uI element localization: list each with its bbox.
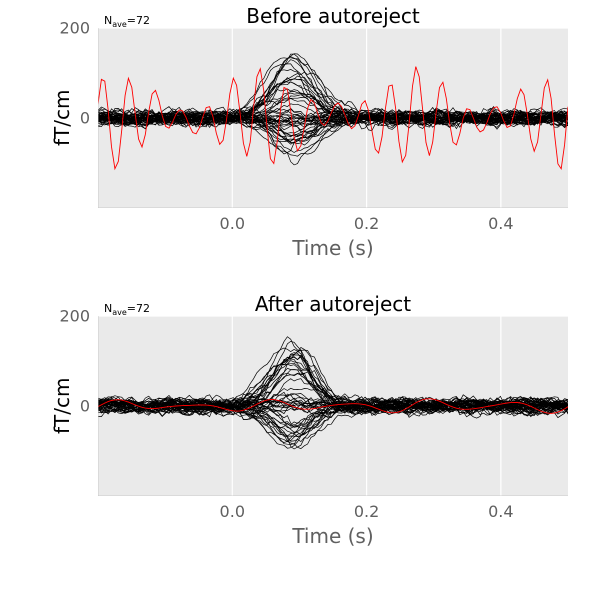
nave-annotation: Nave=72 — [104, 302, 150, 317]
x-tick-label: 0.0 — [220, 214, 245, 233]
x-axis-label: Time (s) — [98, 236, 568, 260]
plot-area — [98, 316, 568, 496]
plot-svg — [98, 28, 568, 208]
plot-svg — [98, 316, 568, 496]
y-tick-label: 200 — [56, 19, 90, 38]
nave-annotation: Nave=72 — [104, 14, 150, 29]
panel-title: Before autoreject — [98, 4, 568, 28]
x-tick-label: 0.2 — [354, 214, 379, 233]
x-tick-label: 0.0 — [220, 502, 245, 521]
plot-area — [98, 28, 568, 208]
panel-before: Before autorejectNave=72fT/cm0.00.20.402… — [0, 28, 600, 288]
y-tick-label: 0 — [56, 397, 90, 416]
x-tick-label: 0.4 — [488, 502, 513, 521]
panel-after: After autorejectNave=72fT/cm0.00.20.4020… — [0, 316, 600, 576]
y-tick-label: 200 — [56, 307, 90, 326]
x-axis-label: Time (s) — [98, 524, 568, 548]
x-tick-label: 0.4 — [488, 214, 513, 233]
y-tick-label: 0 — [56, 109, 90, 128]
x-tick-label: 0.2 — [354, 502, 379, 521]
panel-title: After autoreject — [98, 292, 568, 316]
